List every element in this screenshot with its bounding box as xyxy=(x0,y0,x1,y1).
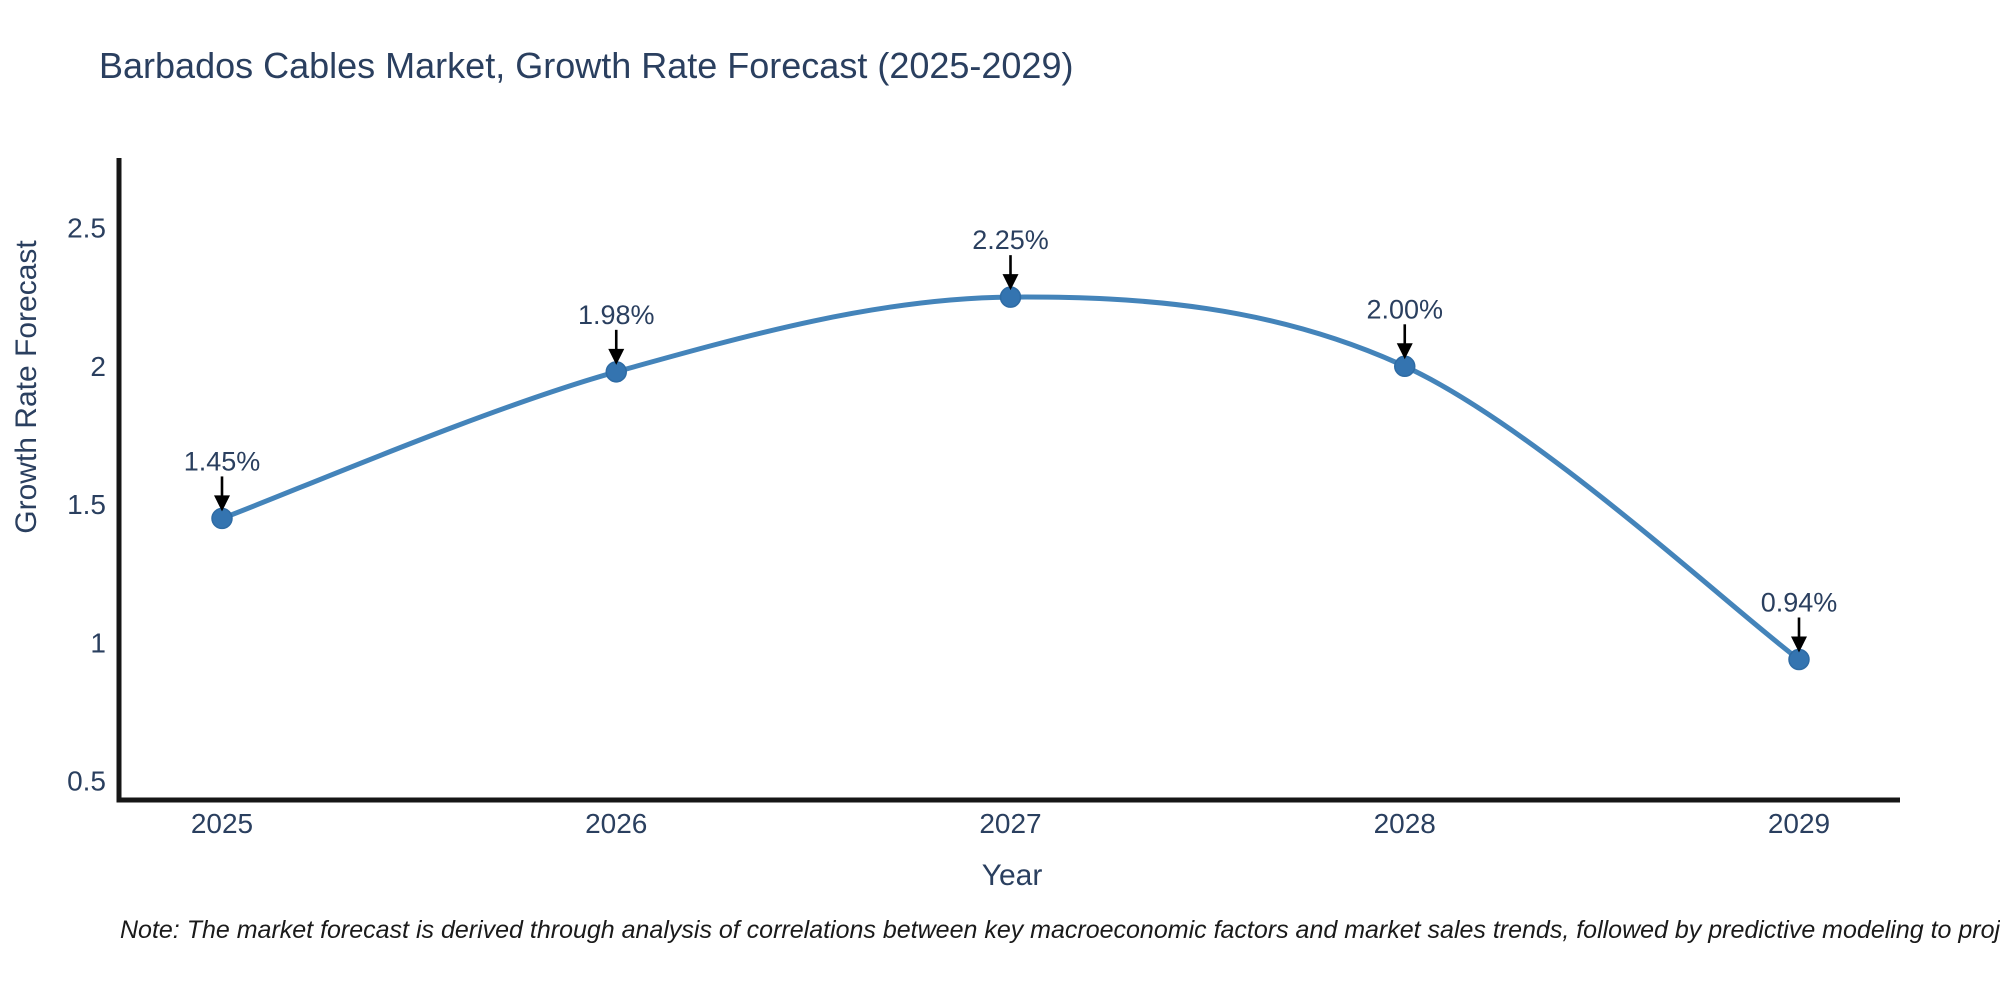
annotation-arrowhead xyxy=(214,495,230,512)
annotation-label: 1.98% xyxy=(578,300,655,330)
annotation-arrowhead xyxy=(1002,274,1019,291)
annotation-label: 2.00% xyxy=(1366,294,1443,324)
x-tick-label: 2026 xyxy=(585,808,647,839)
x-tick-label: 2027 xyxy=(979,808,1041,839)
footnote: Note: The market forecast is derived thr… xyxy=(120,916,2000,944)
annotation-arrowhead xyxy=(608,348,625,365)
annotation-label: 2.25% xyxy=(972,225,1049,255)
y-tick-label: 1 xyxy=(90,627,106,658)
y-tick-label: 1.5 xyxy=(67,489,106,520)
series-line xyxy=(219,294,1802,662)
x-axis-title: Year xyxy=(981,859,1043,892)
y-tick-label: 2.5 xyxy=(67,213,106,244)
x-tick-label: 2028 xyxy=(1374,808,1436,839)
x-tick-label: 2029 xyxy=(1768,808,1830,839)
chart-title: Barbados Cables Market, Growth Rate Fore… xyxy=(99,45,1074,86)
annotation-arrowhead xyxy=(1396,343,1413,360)
x-tick-label: 2025 xyxy=(191,808,253,839)
annotation-label: 0.94% xyxy=(1761,587,1838,617)
annotation-label: 1.45% xyxy=(184,446,261,476)
y-tick-label: 2 xyxy=(90,351,106,382)
y-tick-label: 0.5 xyxy=(67,766,106,797)
annotation-arrowhead xyxy=(1791,636,1807,653)
